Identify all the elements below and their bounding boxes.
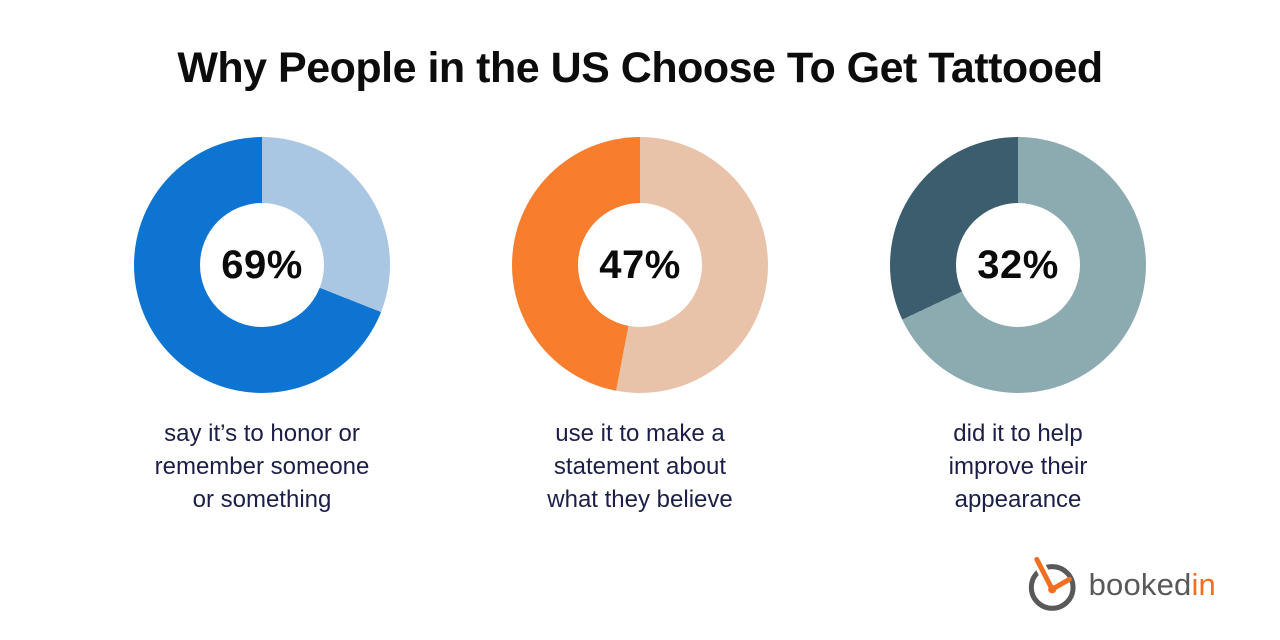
- chart-column-appearance: 32% did it to help improve their appeara…: [857, 137, 1179, 516]
- chart-column-honor: 69% say it’s to honor or remember someon…: [101, 137, 423, 516]
- donut-chart-69: 69%: [134, 137, 390, 393]
- chart-caption: say it’s to honor or remember someone or…: [155, 417, 370, 516]
- chart-column-statement: 47% use it to make a statement about wha…: [479, 137, 801, 516]
- donut-hole: 69%: [200, 203, 324, 327]
- caption-line: improve their: [948, 453, 1088, 480]
- logo-text-in: in: [1191, 566, 1216, 602]
- clock-icon: [1025, 551, 1083, 618]
- caption-line: or something: [192, 486, 332, 513]
- caption-line: did it to help: [953, 420, 1083, 447]
- caption-line: use it to make a: [555, 420, 725, 447]
- caption-line: appearance: [954, 486, 1082, 513]
- chart-caption: did it to help improve their appearance: [949, 417, 1088, 516]
- logo-wordmark: bookedin: [1089, 567, 1216, 603]
- bookedin-logo: bookedin: [1025, 551, 1216, 618]
- percent-label: 69%: [221, 242, 303, 287]
- chart-caption: use it to make a statement about what th…: [547, 417, 732, 516]
- caption-line: what they believe: [547, 486, 733, 513]
- caption-line: statement about: [553, 453, 727, 480]
- logo-text-booked: booked: [1088, 566, 1192, 602]
- caption-line: say it’s to honor or: [164, 420, 360, 447]
- donut-hole: 32%: [956, 203, 1080, 327]
- percent-label: 32%: [977, 242, 1059, 287]
- donut-chart-47: 47%: [512, 137, 768, 393]
- page-title: Why People in the US Choose To Get Tatto…: [177, 44, 1103, 92]
- charts-row: 69% say it’s to honor or remember someon…: [0, 137, 1280, 516]
- percent-label: 47%: [599, 242, 681, 287]
- caption-line: remember someone: [154, 453, 370, 480]
- donut-hole: 47%: [578, 203, 702, 327]
- donut-chart-32: 32%: [890, 137, 1146, 393]
